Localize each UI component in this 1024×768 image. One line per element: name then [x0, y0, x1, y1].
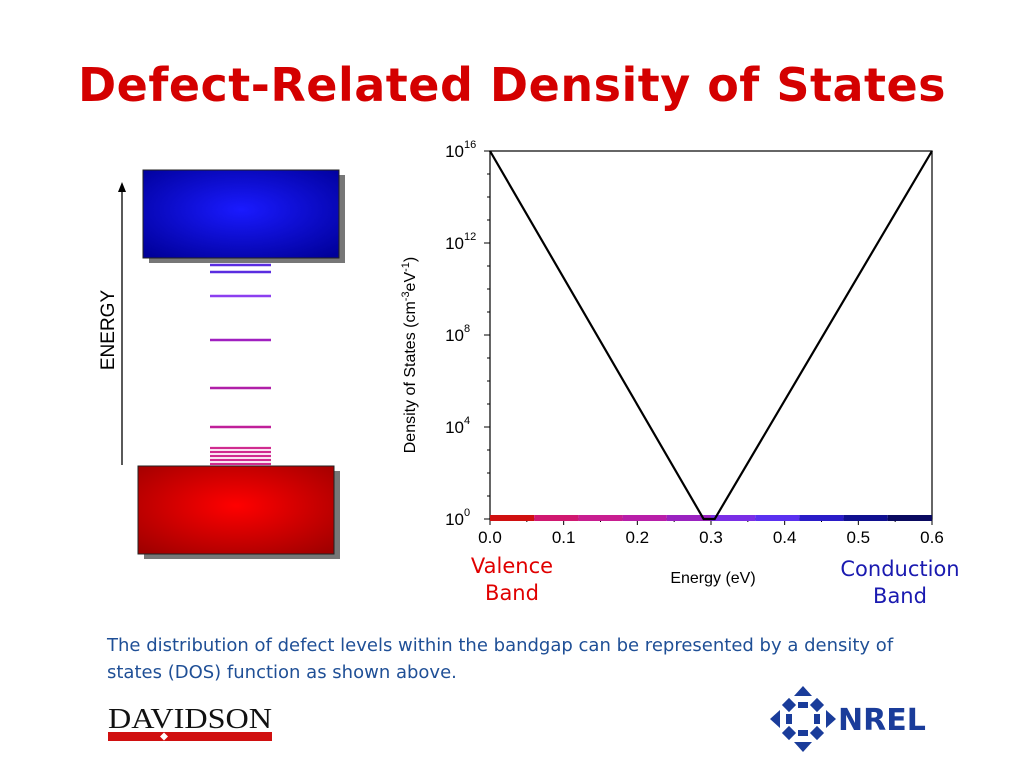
- y-tick-label: 10: [445, 142, 464, 161]
- x-tick-label: 0.3: [699, 528, 723, 547]
- y-tick-exponent: 0: [464, 507, 470, 519]
- nrel-logo: NREL: [770, 686, 926, 752]
- conduction-band-label: Conduction Band: [830, 556, 970, 610]
- x-tick-label: 0.4: [773, 528, 797, 547]
- valence-band-label: Valence Band: [452, 553, 572, 607]
- y-tick-exponent: 8: [464, 323, 470, 335]
- energy-axis-label: ENERGY: [98, 290, 119, 371]
- davidson-logo-bar: [108, 732, 272, 741]
- slide-title: Defect-Related Density of States: [77, 58, 947, 112]
- energy-gradient-segment: [578, 515, 623, 521]
- x-tick-label: 0.5: [847, 528, 871, 547]
- valence-label-line2: Band: [485, 581, 539, 605]
- energy-gradient-segment: [799, 515, 844, 521]
- x-tick-label: 0.0: [478, 528, 502, 547]
- energy-gradient-segment: [843, 515, 888, 521]
- y-tick-label: 10: [445, 234, 464, 253]
- energy-gradient-segment: [534, 515, 579, 521]
- valence-band-block: [137, 465, 335, 555]
- x-axis-label: Energy (eV): [670, 570, 755, 587]
- conduction-band-block: [142, 169, 340, 259]
- y-tick-label: 10: [445, 418, 464, 437]
- plot-frame: [489, 150, 933, 520]
- x-tick-label: 0.1: [552, 528, 576, 547]
- x-tick-label: 0.6: [920, 528, 944, 547]
- band-diagram: ENERGY: [98, 169, 345, 559]
- energy-gradient-segment: [666, 515, 711, 521]
- energy-gradient-segment: [711, 515, 756, 521]
- y-tick-exponent: 16: [464, 139, 476, 151]
- conduction-label-line1: Conduction: [840, 557, 960, 581]
- y-tick-label: 10: [445, 326, 464, 345]
- energy-gradient-segment: [490, 515, 535, 521]
- y-tick-exponent: 4: [464, 415, 470, 427]
- dos-series-line: [489, 150, 933, 521]
- nrel-logo-text: NREL: [838, 703, 926, 738]
- nrel-emblem-icon: [770, 686, 836, 752]
- energy-gradient-segment: [622, 515, 667, 521]
- y-axis-label: Density of States (cm-3eV-1): [400, 257, 419, 454]
- energy-gradient-segment: [887, 515, 932, 521]
- x-tick-label: 0.2: [626, 528, 650, 547]
- y-tick-label: 10: [445, 510, 464, 529]
- conduction-label-line2: Band: [873, 584, 927, 608]
- y-tick-exponent: 12: [464, 231, 476, 243]
- davidson-logo-text: DAVIDSON: [108, 703, 272, 735]
- davidson-logo: DAVIDSON: [108, 703, 272, 741]
- davidson-diamond-icon: [160, 732, 168, 741]
- energy-gradient-segment: [755, 515, 800, 521]
- valence-label-line1: Valence: [470, 554, 554, 578]
- defect-levels: [210, 263, 271, 466]
- caption-text: The distribution of defect levels within…: [107, 635, 894, 683]
- energy-arrow-head: [118, 182, 126, 192]
